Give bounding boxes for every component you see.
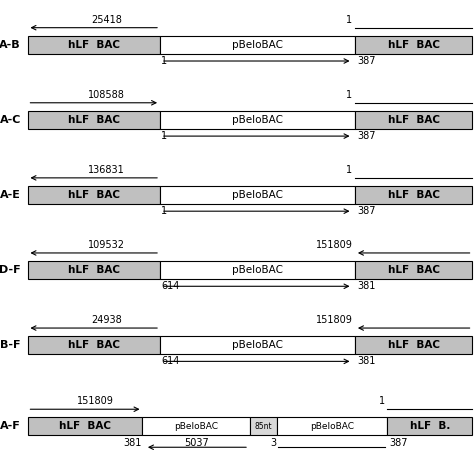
Text: 381: 381 — [357, 356, 375, 366]
Text: 136831: 136831 — [88, 165, 125, 175]
Text: 387: 387 — [357, 131, 375, 141]
Text: D-F: D-F — [0, 265, 21, 275]
Text: 1: 1 — [346, 165, 353, 175]
Text: hLF  BAC: hLF BAC — [68, 340, 120, 350]
Text: 381: 381 — [123, 438, 142, 447]
Bar — [388, 417, 473, 435]
Text: 387: 387 — [390, 438, 408, 447]
Bar — [277, 417, 388, 435]
Text: 1: 1 — [379, 396, 385, 406]
Text: 381: 381 — [357, 281, 375, 292]
Text: pBeloBAC: pBeloBAC — [232, 40, 283, 50]
Text: 387: 387 — [357, 56, 375, 66]
Text: 1: 1 — [346, 90, 353, 100]
Text: pBeloBAC: pBeloBAC — [310, 422, 355, 431]
Text: hLF  BAC: hLF BAC — [68, 190, 120, 200]
Bar — [27, 111, 160, 128]
Text: 614: 614 — [161, 356, 179, 366]
Text: hLF  BAC: hLF BAC — [68, 265, 120, 275]
Text: hLF  BAC: hLF BAC — [68, 115, 120, 125]
Bar — [355, 111, 473, 128]
Text: hLF  BAC: hLF BAC — [388, 190, 440, 200]
Text: 151809: 151809 — [77, 396, 113, 406]
Text: 85nt: 85nt — [255, 422, 273, 431]
Text: hLF  BAC: hLF BAC — [59, 421, 111, 431]
Bar — [160, 261, 355, 279]
Text: 109532: 109532 — [88, 240, 125, 250]
Bar — [355, 36, 473, 54]
Text: hLF  BAC: hLF BAC — [388, 265, 440, 275]
Text: hLF  B.: hLF B. — [410, 421, 450, 431]
Text: pBeloBAC: pBeloBAC — [232, 190, 283, 200]
Text: 387: 387 — [357, 206, 375, 216]
Bar — [27, 336, 160, 354]
Text: 25418: 25418 — [91, 15, 122, 25]
Bar — [355, 336, 473, 354]
Text: pBeloBAC: pBeloBAC — [232, 115, 283, 125]
Text: pBeloBAC: pBeloBAC — [174, 422, 218, 431]
Bar — [160, 36, 355, 54]
Bar — [160, 111, 355, 128]
Text: 24938: 24938 — [91, 315, 122, 325]
Bar — [27, 417, 143, 435]
Text: hLF  BAC: hLF BAC — [388, 340, 440, 350]
Text: 151809: 151809 — [316, 240, 353, 250]
Text: pBeloBAC: pBeloBAC — [232, 340, 283, 350]
Bar — [355, 261, 473, 279]
Text: 5037: 5037 — [184, 438, 209, 447]
Bar — [160, 186, 355, 204]
Text: 3: 3 — [270, 438, 276, 447]
Text: 1: 1 — [161, 206, 167, 216]
Bar — [27, 261, 160, 279]
Text: pBeloBAC: pBeloBAC — [232, 265, 283, 275]
Bar — [27, 186, 160, 204]
Text: A-F: A-F — [0, 421, 21, 431]
Text: 1: 1 — [346, 15, 353, 25]
Text: 1: 1 — [161, 131, 167, 141]
Text: 1: 1 — [161, 56, 167, 66]
Text: A-E: A-E — [0, 190, 21, 200]
Text: 151809: 151809 — [316, 315, 353, 325]
Bar — [250, 417, 277, 435]
Text: 108588: 108588 — [88, 90, 125, 100]
Bar — [160, 336, 355, 354]
Text: A-C: A-C — [0, 115, 21, 125]
Text: 614: 614 — [161, 281, 179, 292]
Bar — [355, 186, 473, 204]
Text: hLF  BAC: hLF BAC — [388, 115, 440, 125]
Text: B-F: B-F — [0, 340, 21, 350]
Bar — [143, 417, 250, 435]
Text: hLF  BAC: hLF BAC — [388, 40, 440, 50]
Text: hLF  BAC: hLF BAC — [68, 40, 120, 50]
Text: A-B: A-B — [0, 40, 21, 50]
Bar — [27, 36, 160, 54]
